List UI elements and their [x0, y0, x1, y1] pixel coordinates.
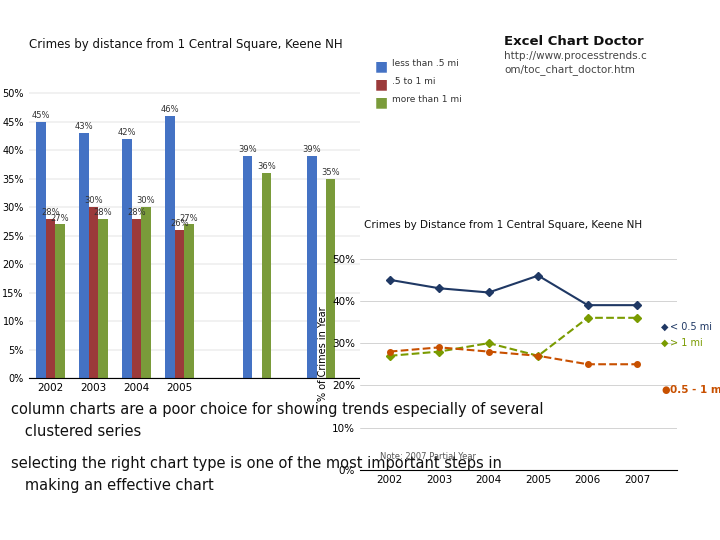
- Text: 43%: 43%: [75, 123, 93, 131]
- < 0.5 mi: [485, 289, 493, 296]
- 0.5 - 1 m: [583, 361, 592, 368]
- Text: 26%: 26%: [170, 219, 189, 228]
- Text: 27%: 27%: [179, 213, 198, 222]
- Text: ■: ■: [374, 77, 387, 91]
- Text: more than 1 mi: more than 1 mi: [392, 95, 462, 104]
- Bar: [36, 122, 45, 378]
- Text: ■: ■: [374, 59, 387, 73]
- Text: om/toc_chart_doctor.htm: om/toc_chart_doctor.htm: [504, 64, 635, 75]
- Bar: [184, 224, 194, 378]
- Text: 35%: 35%: [321, 168, 340, 177]
- Bar: [141, 207, 150, 378]
- Text: < 0.5 mi: < 0.5 mi: [670, 322, 711, 332]
- Text: ●: ●: [661, 385, 670, 395]
- Bar: [55, 224, 65, 378]
- Text: 0.5 - 1 m: 0.5 - 1 m: [670, 385, 720, 395]
- Text: 27%: 27%: [50, 213, 69, 222]
- 0.5 - 1 m: [633, 361, 642, 368]
- Bar: [261, 173, 271, 378]
- Text: > 1 mi: > 1 mi: [670, 338, 702, 348]
- Text: http://www.processtrends.c: http://www.processtrends.c: [504, 51, 647, 62]
- Text: less than .5 mi: less than .5 mi: [392, 59, 459, 69]
- Bar: [45, 219, 55, 378]
- 0.5 - 1 m: [435, 344, 444, 350]
- Text: clustered series: clustered series: [11, 424, 141, 439]
- Text: 30%: 30%: [84, 197, 103, 205]
- < 0.5 mi: [385, 276, 394, 283]
- Bar: [326, 179, 336, 378]
- Bar: [122, 139, 132, 378]
- Text: making an effective chart: making an effective chart: [11, 478, 214, 493]
- Text: selecting the right chart type is one of the most important steps in: selecting the right chart type is one of…: [11, 456, 502, 471]
- Text: Crimes by distance from 1 Central Square, Keene NH: Crimes by distance from 1 Central Square…: [29, 38, 343, 51]
- Text: 28%: 28%: [41, 208, 60, 217]
- Bar: [243, 156, 252, 378]
- Text: 28%: 28%: [127, 208, 145, 217]
- < 0.5 mi: [633, 302, 642, 308]
- Bar: [132, 219, 141, 378]
- Text: 28%: 28%: [94, 208, 112, 217]
- Text: ◆: ◆: [661, 322, 668, 332]
- > 1 mi: [633, 315, 642, 321]
- Y-axis label: % of Crimes in Year: % of Crimes in Year: [318, 306, 328, 401]
- > 1 mi: [485, 340, 493, 346]
- Text: 39%: 39%: [238, 145, 256, 154]
- > 1 mi: [435, 348, 444, 355]
- Bar: [307, 156, 317, 378]
- > 1 mi: [583, 315, 592, 321]
- Text: 39%: 39%: [302, 145, 321, 154]
- 0.5 - 1 m: [534, 353, 542, 359]
- < 0.5 mi: [583, 302, 592, 308]
- Text: 30%: 30%: [137, 197, 155, 205]
- Text: Excel Chart Doctor: Excel Chart Doctor: [504, 35, 644, 48]
- > 1 mi: [385, 353, 394, 359]
- Text: .5 to 1 mi: .5 to 1 mi: [392, 77, 436, 86]
- Text: 36%: 36%: [257, 163, 276, 171]
- 0.5 - 1 m: [385, 348, 394, 355]
- Bar: [175, 230, 184, 378]
- Text: ◆: ◆: [661, 338, 668, 348]
- Bar: [165, 116, 175, 378]
- Text: column charts are a poor choice for showing trends especially of several: column charts are a poor choice for show…: [11, 402, 544, 417]
- Line: < 0.5 mi: < 0.5 mi: [387, 273, 640, 308]
- Bar: [89, 207, 98, 378]
- Text: 46%: 46%: [161, 105, 179, 114]
- Bar: [98, 219, 107, 378]
- 0.5 - 1 m: [485, 348, 493, 355]
- Bar: [79, 133, 89, 378]
- Text: 42%: 42%: [117, 128, 136, 137]
- Text: Crimes by Distance from 1 Central Square, Keene NH: Crimes by Distance from 1 Central Square…: [364, 219, 642, 230]
- Line: > 1 mi: > 1 mi: [387, 315, 640, 359]
- Text: 45%: 45%: [32, 111, 50, 120]
- > 1 mi: [534, 353, 542, 359]
- Text: ■: ■: [374, 95, 387, 109]
- < 0.5 mi: [435, 285, 444, 292]
- < 0.5 mi: [534, 272, 542, 279]
- Text: Note: 2007 Partial Year: Note: 2007 Partial Year: [379, 452, 476, 461]
- Line: 0.5 - 1 m: 0.5 - 1 m: [387, 345, 640, 367]
